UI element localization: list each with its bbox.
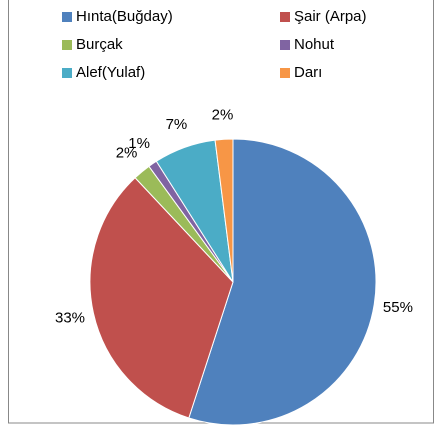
data-label: 2% xyxy=(212,106,234,123)
legend-label: Nohut xyxy=(294,36,335,53)
legend-label: Burçak xyxy=(76,36,123,53)
legend-swatch xyxy=(280,68,290,78)
legend-label: Hınta(Buğday) xyxy=(76,8,173,25)
legend-swatch xyxy=(280,40,290,50)
data-label: 7% xyxy=(166,116,188,133)
legend-swatch xyxy=(280,12,290,22)
pie-slice xyxy=(89,177,234,419)
legend-label: Darı xyxy=(294,64,322,81)
legend-swatch xyxy=(62,68,72,78)
legend-swatch xyxy=(62,40,72,50)
data-label: 33% xyxy=(55,309,85,326)
pie-slice xyxy=(214,138,234,283)
data-label: 1% xyxy=(128,135,150,152)
legend-label: Şair (Arpa) xyxy=(294,8,367,25)
legend-swatch xyxy=(62,12,72,22)
legend-label: Alef(Yulaf) xyxy=(76,64,145,81)
pie-slice xyxy=(188,138,377,426)
data-label: 2% xyxy=(116,144,138,161)
data-label: 55% xyxy=(383,299,413,316)
